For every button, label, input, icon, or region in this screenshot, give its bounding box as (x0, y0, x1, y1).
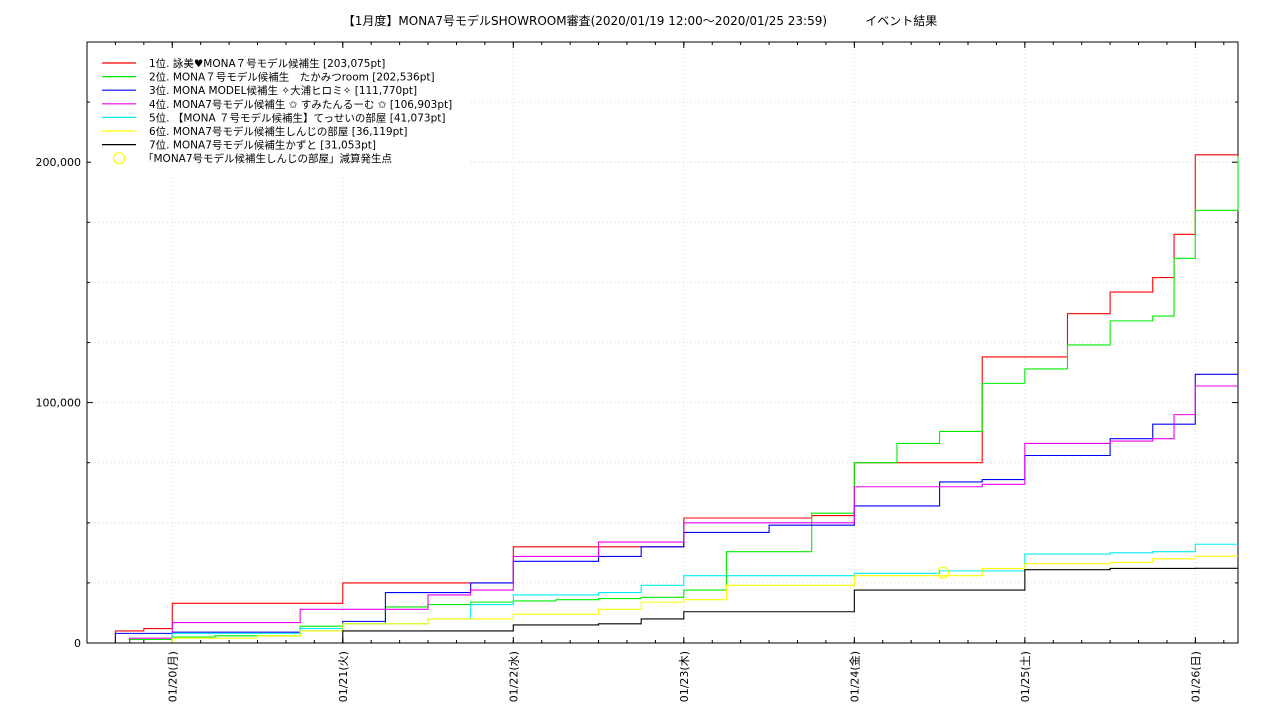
legend-marker (112, 152, 126, 165)
legend-entry: 7位. MONA7号モデル候補生かずと [31,053pt] (149, 139, 376, 152)
legend-box (91, 48, 471, 176)
x-tick-label: 01/23(木) (678, 651, 691, 702)
series-line (87, 156, 1239, 644)
y-tick-label: 0 (74, 637, 81, 650)
chart-title: 【1月度】MONA7号モデルSHOWROOM審査(2020/01/19 12:0… (342, 14, 938, 28)
legend-entry: 4位. MONA7号モデル候補生 ✩ すみたんるーむ ✩ [106,903pt] (149, 98, 452, 111)
x-tick-label: 01/20(月) (166, 651, 179, 702)
series-line (87, 154, 1238, 644)
series-line (87, 567, 1238, 644)
series-line (87, 373, 1238, 644)
series-line (87, 555, 1238, 644)
legend-entry: 6位. MONA7号モデル候補生しんじの部屋 [36,119pt] (149, 125, 407, 138)
y-tick-label: 100,000 (36, 397, 82, 410)
x-tick-label: 01/26(日) (1189, 651, 1202, 702)
x-tick-label: 01/24(金) (847, 651, 861, 702)
legend-entry: 1位. 詠美♥MONA７号モデル候補生 [203,075pt] (149, 57, 385, 70)
annotation-marker (937, 566, 950, 579)
series-line (87, 385, 1238, 644)
y-tick-label: 200,000 (36, 156, 82, 169)
legend-entry: 2位. MONA７号モデル候補生 たかみつroom [202,536pt] (149, 71, 435, 84)
legend-entry: 3位. MONA MODEL候補生 ✧大浦ヒロミ✧ [111,770pt] (149, 84, 417, 97)
legend-entry: 「MONA7号モデル候補生しんじの部屋」減算発生点 (143, 152, 392, 165)
x-tick-label: 01/25(土) (1019, 651, 1032, 702)
legend-entry: 5位. 【MONA ７号モデル候補生】てっせいの部屋 [41,073pt] (149, 111, 445, 124)
x-tick-label: 01/22(水) (507, 651, 520, 702)
series-line (87, 543, 1238, 644)
x-tick-label: 01/21(火) (337, 651, 350, 702)
